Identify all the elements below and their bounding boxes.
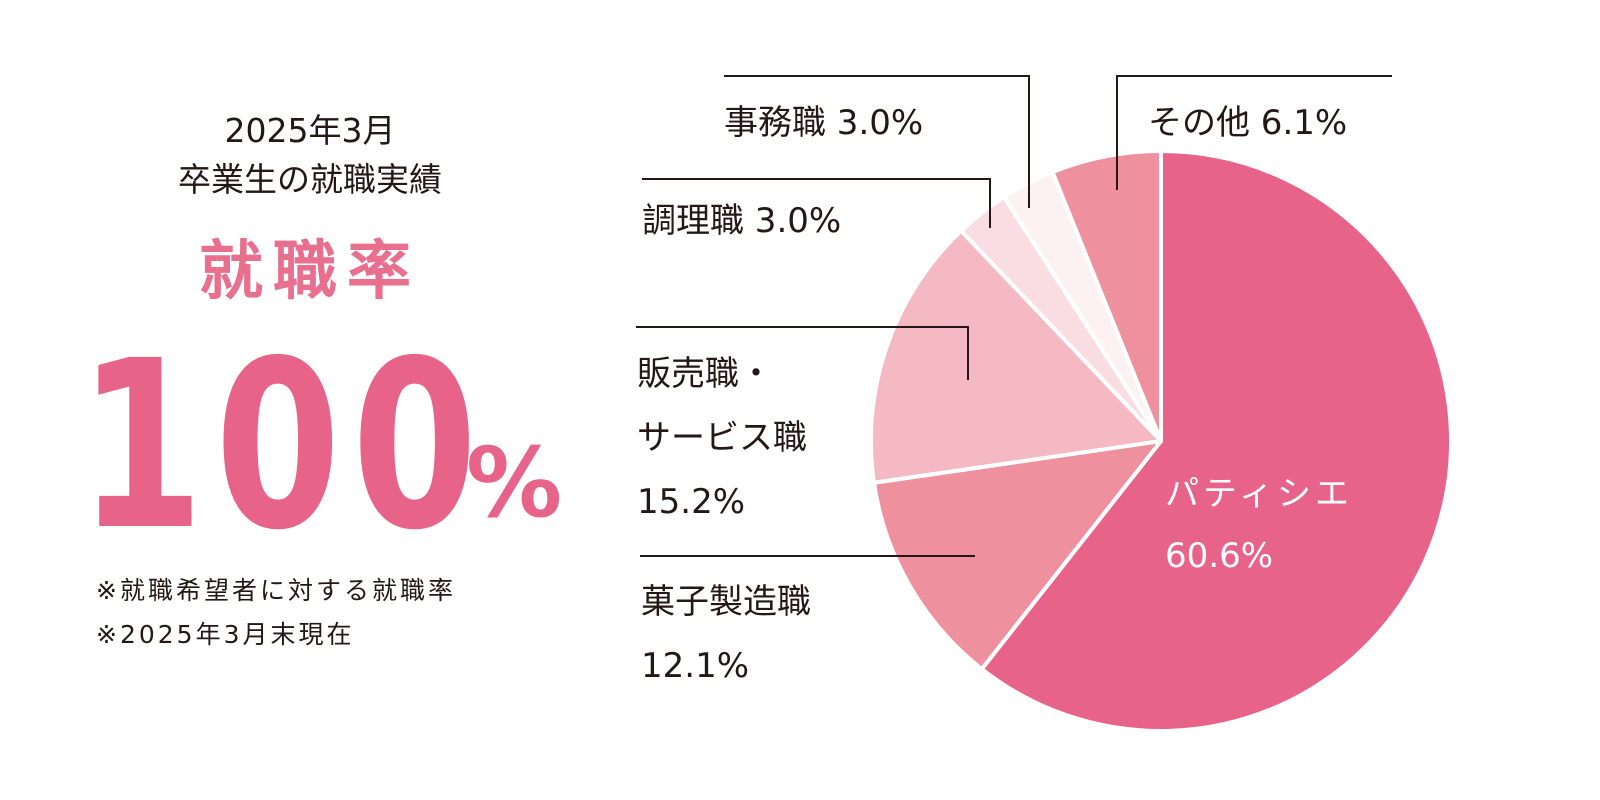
heading-title: 卒業生の就職実績 xyxy=(178,160,442,199)
pie-slice-other xyxy=(1050,149,1163,443)
employment-rate-label: 就職率 xyxy=(199,235,421,309)
slice-label-sales-name-1: 販売職・ xyxy=(637,354,773,394)
slice-label-other: その他 6.1% xyxy=(1148,103,1348,143)
slice-label-sales-name-2: サービス職 xyxy=(637,418,807,458)
slice-label-sales: 販売職・ サービス職 15.2% xyxy=(637,349,807,527)
employment-rate-unit: % xyxy=(466,427,563,539)
leader-line-office xyxy=(724,75,1030,208)
slice-label-patissier-name: パティシエ xyxy=(1165,474,1353,514)
summary-panel: 2025年3月 卒業生の就職実績 就職率 100 % ※就職希望者に対する就職率… xyxy=(0,0,620,800)
pie-slice-confectionery xyxy=(872,439,1163,672)
leader-lines xyxy=(636,75,1392,557)
employment-rate-value: 100 xyxy=(78,311,489,581)
slice-label-patissier: パティシエ 60.6% xyxy=(1165,463,1353,587)
pie-slice-sales xyxy=(868,228,1163,485)
slice-label-cooking: 調理職 3.0% xyxy=(642,201,842,241)
slice-label-confectionery: 菓子製造職 12.1% xyxy=(641,577,811,691)
pie-slice-patissier xyxy=(979,149,1453,733)
heading-date: 2025年3月 xyxy=(224,111,396,150)
slice-label-confectionery-name: 菓子製造職 xyxy=(641,582,811,622)
slice-label-office: 事務職 3.0% xyxy=(724,103,924,143)
slice-label-sales-value: 15.2% xyxy=(637,482,746,522)
footnote-as-of-date: ※2025年3月末現在 xyxy=(96,620,355,649)
slice-label-confectionery-value: 12.1% xyxy=(641,646,750,686)
slice-label-patissier-value: 60.6% xyxy=(1165,536,1274,576)
leader-line-sales xyxy=(636,326,969,380)
leader-line-other xyxy=(1116,75,1392,190)
leader-line-cooking xyxy=(642,178,991,228)
footnote-rate-basis: ※就職希望者に対する就職率 xyxy=(96,576,456,605)
pie-slices xyxy=(868,149,1453,733)
